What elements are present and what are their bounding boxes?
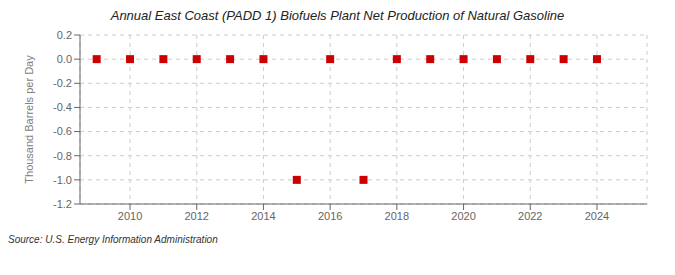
svg-text:0.0: 0.0: [57, 53, 72, 65]
svg-text:-0.6: -0.6: [53, 125, 72, 137]
svg-text:-1.2: -1.2: [53, 198, 72, 210]
svg-text:2012: 2012: [184, 210, 208, 222]
svg-text:2020: 2020: [451, 210, 475, 222]
svg-text:-0.4: -0.4: [53, 101, 72, 113]
svg-text:2010: 2010: [118, 210, 142, 222]
svg-text:2014: 2014: [251, 210, 275, 222]
svg-text:2024: 2024: [585, 210, 609, 222]
html-text:Annual East Coast (PADD 1) Bio: Annual East Coast (PADD 1) Biofuels Plan…: [110, 8, 565, 23]
svg-text:Thousand Barrels per Day: Thousand Barrels per Day: [23, 55, 35, 184]
svg-text:0.2: 0.2: [57, 29, 72, 41]
svg-text:2022: 2022: [518, 210, 542, 222]
svg-text:2016: 2016: [318, 210, 342, 222]
svg-text:2018: 2018: [385, 210, 409, 222]
html-text:Source: U.S. Energy Informatio: Source: U.S. Energy Information Administ…: [8, 234, 218, 245]
svg-text:-0.2: -0.2: [53, 77, 72, 89]
svg-text:-1.0: -1.0: [53, 174, 72, 186]
svg-text:-0.8: -0.8: [53, 150, 72, 162]
